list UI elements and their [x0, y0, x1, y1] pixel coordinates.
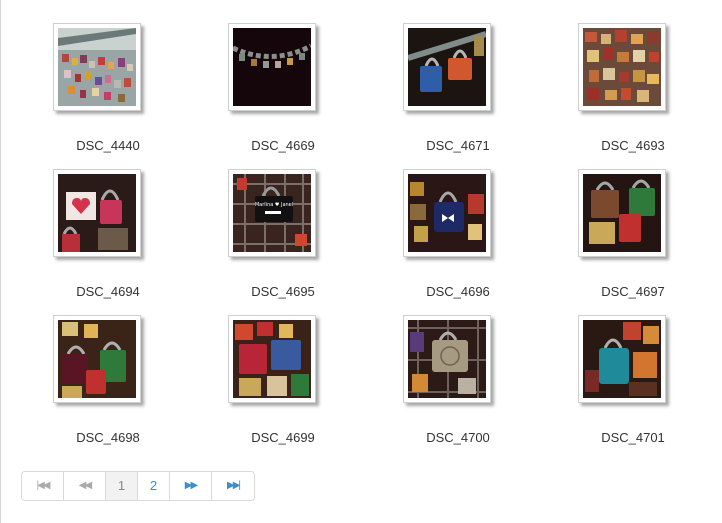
gallery-item: DSC_4697	[526, 146, 701, 299]
thumbnail-caption: DSC_4701	[601, 430, 665, 445]
thumbnail-image	[58, 28, 136, 106]
last-page-button[interactable]: ▶▶|	[212, 472, 254, 500]
first-page-icon: |◀◀	[36, 480, 51, 491]
thumbnail-image	[233, 320, 311, 398]
thumbnail[interactable]	[578, 315, 666, 403]
gallery-item: DSC_4696	[351, 146, 526, 299]
page-1-button[interactable]: 1	[106, 472, 138, 500]
next-page-icon: ▶▶	[184, 480, 198, 491]
thumbnail[interactable]	[53, 315, 141, 403]
gallery-item: DSC_4698	[1, 292, 176, 445]
thumbnail[interactable]	[578, 169, 666, 257]
thumbnail[interactable]	[53, 169, 141, 257]
thumbnail-image	[583, 174, 661, 252]
gallery-item: DSC_4669	[176, 0, 351, 153]
thumbnail[interactable]	[403, 169, 491, 257]
next-page-button[interactable]: ▶▶	[170, 472, 212, 500]
first-page-button[interactable]: |◀◀	[22, 472, 64, 500]
thumbnail-caption: DSC_4696	[426, 284, 490, 299]
thumbnail-image	[408, 174, 486, 252]
thumbnail-caption: DSC_4697	[601, 284, 665, 299]
thumbnail-caption: DSC_4671	[426, 138, 490, 153]
last-page-icon: ▶▶|	[227, 480, 241, 491]
thumbnail-image	[583, 320, 661, 398]
thumbnail[interactable]	[578, 23, 666, 111]
pagination: |◀◀ ◀◀ 1 2 ▶▶ ▶▶|	[21, 471, 255, 501]
gallery-item: DSC_4440	[1, 0, 176, 153]
thumbnail-image	[583, 28, 661, 106]
gallery-item: DSC_4700	[351, 292, 526, 445]
thumbnail-caption: DSC_4695	[251, 284, 315, 299]
thumbnail[interactable]	[403, 23, 491, 111]
gallery-item: DSC_4701	[526, 292, 701, 445]
gallery-item: DSC_4671	[351, 0, 526, 153]
thumbnail-caption: DSC_4440	[76, 138, 140, 153]
page-2-button[interactable]: 2	[138, 472, 170, 500]
thumbnail-image	[408, 28, 486, 106]
thumbnail-caption: DSC_4698	[76, 430, 140, 445]
gallery-item: DSC_4699	[176, 292, 351, 445]
svg-text:Marlina ♥ Janel: Marlina ♥ Janel	[255, 202, 293, 208]
thumbnail-image: Marlina ♥ Janel	[233, 174, 311, 252]
prev-page-icon: ◀◀	[78, 480, 92, 491]
thumbnail-image	[233, 28, 311, 106]
thumbnail-caption: DSC_4693	[601, 138, 665, 153]
thumbnail[interactable]	[403, 315, 491, 403]
gallery-item: DSC_4694	[1, 146, 176, 299]
thumbnail[interactable]: Marlina ♥ Janel	[228, 169, 316, 257]
gallery-item: DSC_4693	[526, 0, 701, 153]
thumbnail-caption: DSC_4669	[251, 138, 315, 153]
thumbnail-image	[408, 320, 486, 398]
thumbnail[interactable]	[53, 23, 141, 111]
thumbnail-image	[58, 174, 136, 252]
thumbnail[interactable]	[228, 315, 316, 403]
thumbnail-caption: DSC_4699	[251, 430, 315, 445]
prev-page-button[interactable]: ◀◀	[64, 472, 106, 500]
thumbnail-caption: DSC_4694	[76, 284, 140, 299]
gallery-item: Marlina ♥ Janel DSC_4695	[176, 146, 351, 299]
thumbnail[interactable]	[228, 23, 316, 111]
thumbnail-image	[58, 320, 136, 398]
thumbnail-caption: DSC_4700	[426, 430, 490, 445]
